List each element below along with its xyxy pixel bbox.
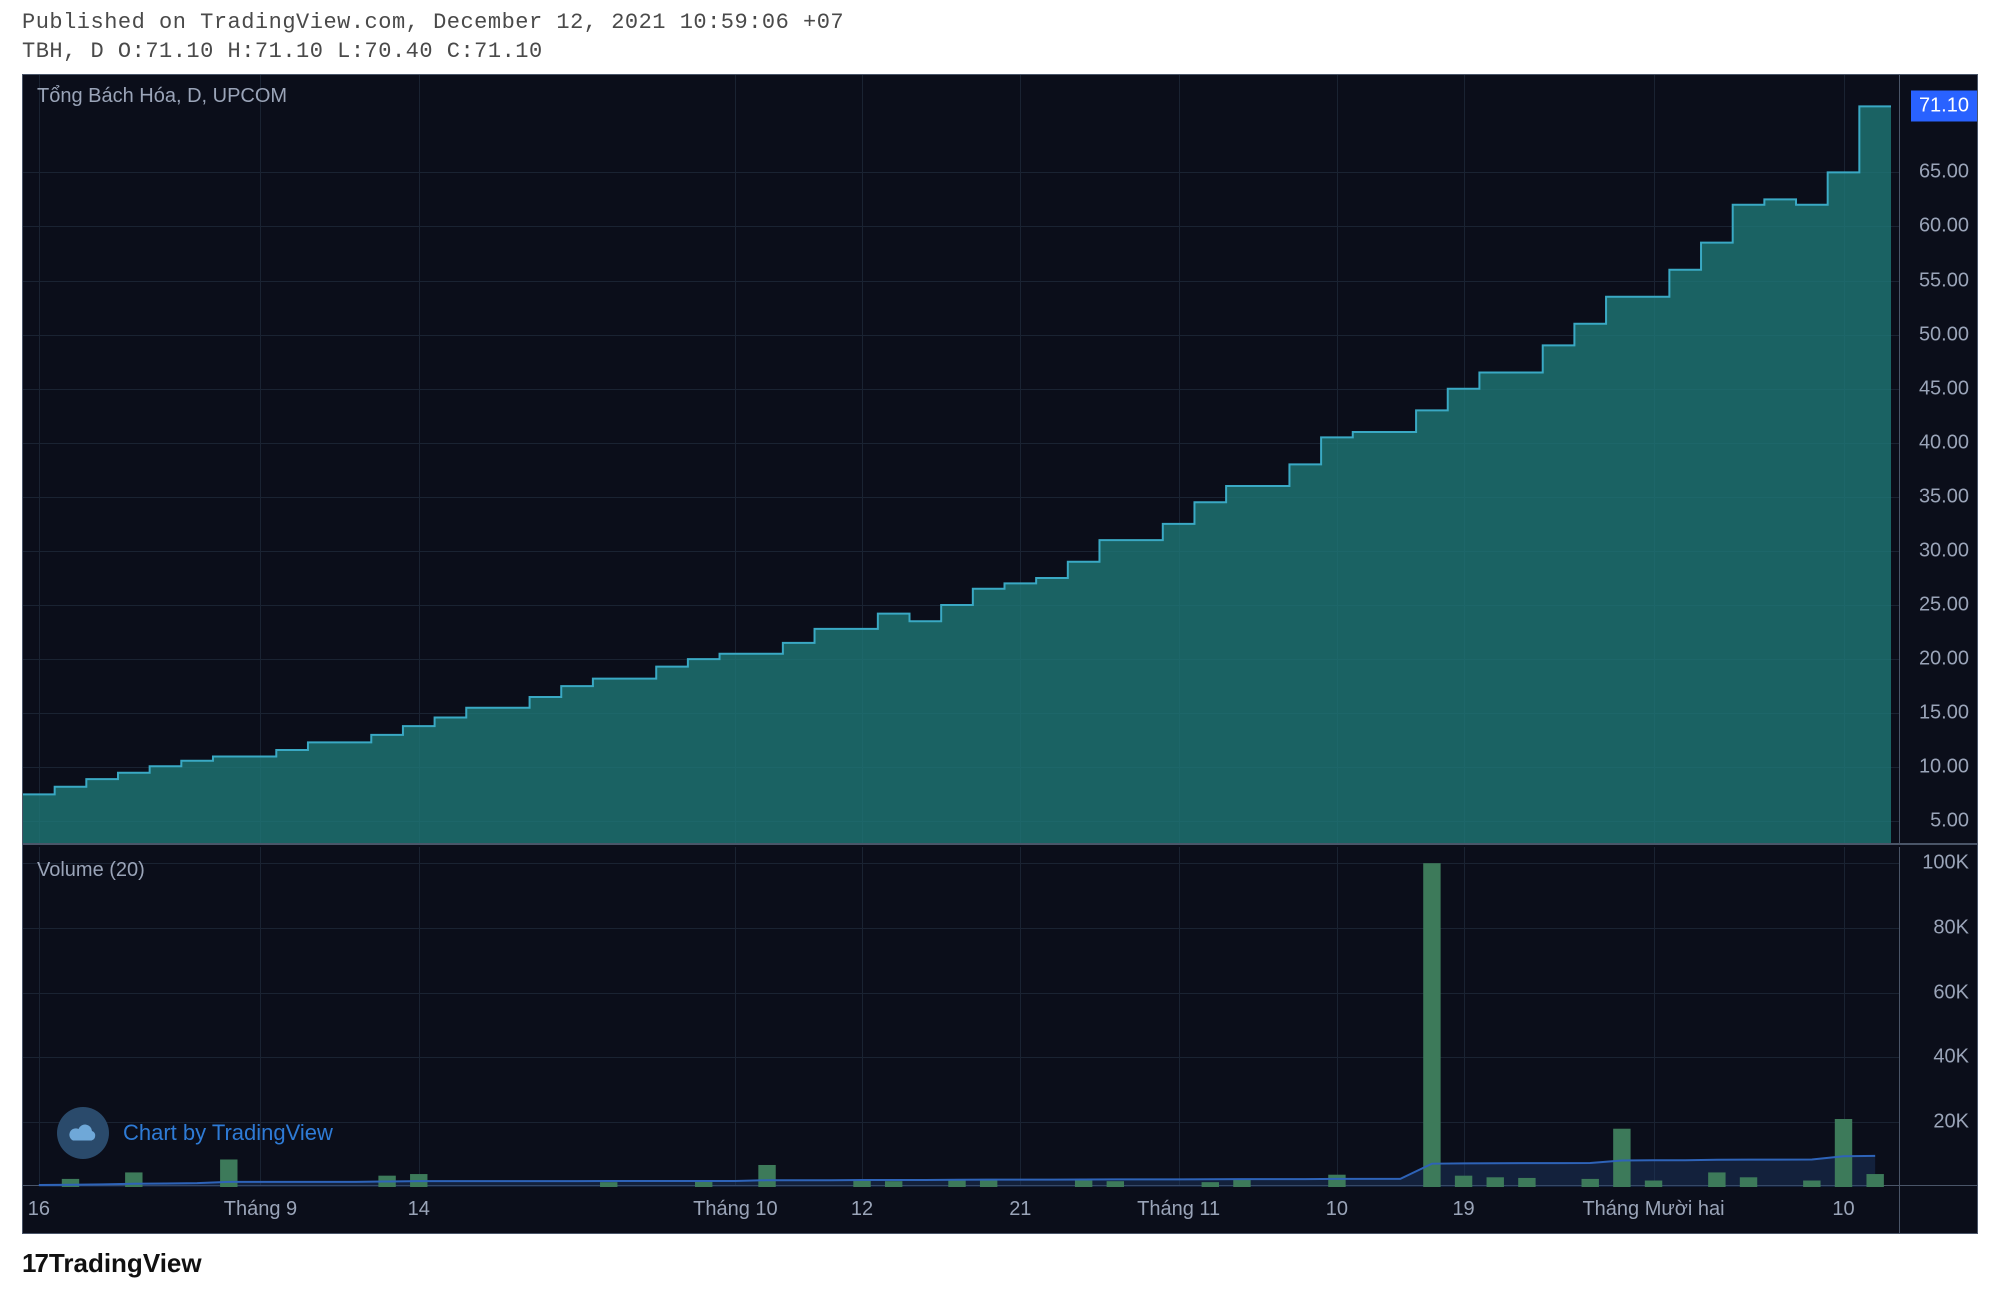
time-axis-label: Tháng 10 (693, 1198, 778, 1221)
cloud-icon (57, 1107, 109, 1159)
y-axis-label: 65.00 (1919, 161, 1969, 184)
time-axis-label: 19 (1452, 1198, 1474, 1221)
y-axis-label: 5.00 (1930, 810, 1969, 833)
volume-pane-title: Volume (20) (37, 859, 145, 882)
time-axis-label: Tháng 9 (224, 1198, 297, 1221)
price-pane-title: Tổng Bách Hóa, D, UPCOM (37, 85, 287, 108)
volume-y-axis: 20K 40K 60K 80K 100K (1899, 847, 1977, 1187)
y-axis-label: 40K (1933, 1046, 1969, 1069)
chart-container[interactable]: Tổng Bách Hóa, D, UPCOM 71.10 5.00 10.00 1… (22, 74, 1978, 1234)
y-axis-label: 15.00 (1919, 702, 1969, 725)
volume-plot-area[interactable]: Volume (20) Chart by TradingView (23, 847, 1899, 1187)
time-axis-corner (1899, 1186, 1977, 1233)
price-y-axis: 71.10 5.00 10.00 15.00 20.00 25.00 30.00 35.00… (1899, 75, 1977, 843)
published-line: Published on TradingView.com, December 1… (22, 10, 1978, 35)
y-axis-label: 30.00 (1919, 539, 1969, 562)
time-axis-label: 21 (1009, 1198, 1031, 1221)
time-axis-label: 16 (28, 1198, 50, 1221)
y-axis-label: 100K (1922, 852, 1969, 875)
volume-pane[interactable]: Volume (20) Chart by TradingView 20K 40K 6… (23, 847, 1977, 1187)
y-axis-label: 35.00 (1919, 485, 1969, 508)
footer-text: TradingView (49, 1248, 202, 1279)
current-price-badge: 71.10 (1911, 91, 1977, 122)
y-axis-label: 50.00 (1919, 323, 1969, 346)
y-axis-label: 80K (1933, 916, 1969, 939)
price-pane[interactable]: Tổng Bách Hóa, D, UPCOM 71.10 5.00 10.00 1… (23, 75, 1977, 845)
time-axis-label: Tháng Mười hai (1582, 1198, 1724, 1221)
tradingview-watermark[interactable]: Chart by TradingView (57, 1107, 333, 1159)
y-axis-label: 25.00 (1919, 594, 1969, 617)
time-axis-label: 14 (408, 1198, 430, 1221)
time-axis-label: 12 (851, 1198, 873, 1221)
time-axis-label: 10 (1832, 1198, 1854, 1221)
tradingview-logo-icon: 17 (22, 1248, 47, 1279)
time-axis-label: 10 (1326, 1198, 1348, 1221)
price-plot-area[interactable]: Tổng Bách Hóa, D, UPCOM (23, 75, 1899, 843)
y-axis-label: 20.00 (1919, 648, 1969, 671)
y-axis-label: 20K (1933, 1111, 1969, 1134)
price-area-chart (23, 75, 1899, 843)
meta-header: Published on TradingView.com, December 1… (0, 0, 2000, 66)
y-axis-label: 55.00 (1919, 269, 1969, 292)
y-axis-label: 60.00 (1919, 215, 1969, 238)
time-axis: 16 Tháng 9 14 Tháng 10 12 21 Tháng 11 10 19 Tháng… (23, 1185, 1977, 1233)
y-axis-label: 10.00 (1919, 756, 1969, 779)
watermark-text: Chart by TradingView (123, 1120, 333, 1146)
footer-logo[interactable]: 17 TradingView (22, 1248, 1978, 1279)
time-axis-label: Tháng 11 (1137, 1198, 1220, 1221)
y-axis-label: 40.00 (1919, 431, 1969, 454)
ohlc-line: TBH, D O:71.10 H:71.10 L:70.40 C:71.10 (22, 39, 1978, 64)
y-axis-label: 60K (1933, 981, 1969, 1004)
y-axis-label: 45.00 (1919, 377, 1969, 400)
